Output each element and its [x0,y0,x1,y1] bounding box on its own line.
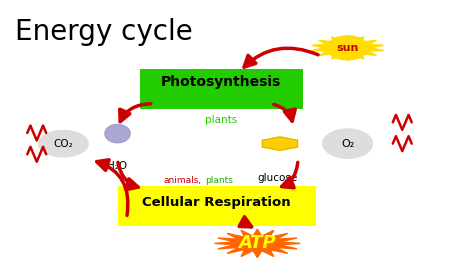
Text: H₂O: H₂O [108,161,128,171]
Text: Photosynthesis: Photosynthesis [161,76,282,89]
Text: animals,: animals, [164,176,202,185]
Polygon shape [105,124,130,143]
Text: ATP: ATP [238,234,276,252]
Polygon shape [263,137,298,150]
Ellipse shape [38,131,88,157]
FancyBboxPatch shape [140,69,302,109]
Text: Cellular Respiration: Cellular Respiration [143,196,291,209]
Polygon shape [215,229,300,257]
Text: glucose: glucose [257,173,298,183]
Text: plants: plants [205,115,237,125]
Text: Energy cycle: Energy cycle [15,18,193,46]
Text: plants: plants [205,176,233,185]
Text: O₂: O₂ [341,139,354,149]
FancyBboxPatch shape [118,186,316,226]
Text: sun: sun [337,43,359,53]
Polygon shape [311,36,384,60]
Circle shape [323,129,373,158]
Circle shape [328,36,368,60]
Text: CO₂: CO₂ [54,139,73,149]
